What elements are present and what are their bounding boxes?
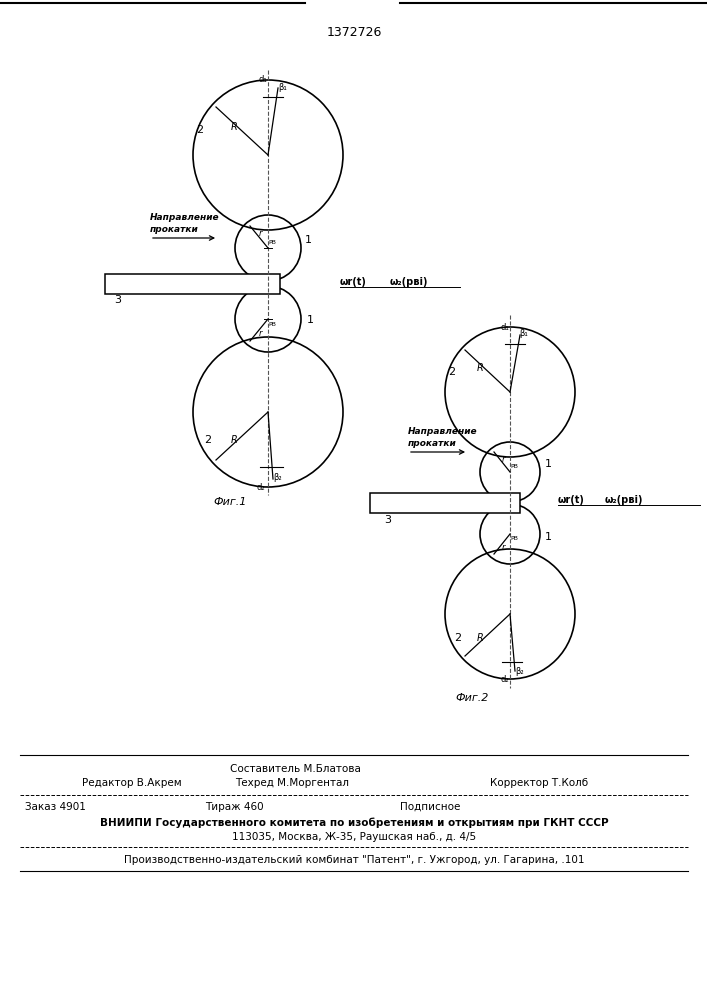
Text: r: r (501, 454, 505, 464)
Text: РВ: РВ (268, 322, 276, 328)
Text: ω₂(рвi): ω₂(рвi) (390, 277, 428, 287)
Text: Направление: Направление (150, 214, 220, 223)
Text: β₂: β₂ (515, 668, 525, 676)
Text: Редактор В.Акрем: Редактор В.Акрем (82, 778, 182, 788)
Text: ωr(t): ωr(t) (340, 277, 367, 287)
Text: Направление: Направление (408, 428, 478, 436)
Text: Корректор Т.Колб: Корректор Т.Колб (490, 778, 588, 788)
Text: Заказ 4901: Заказ 4901 (25, 802, 86, 812)
Text: 1372726: 1372726 (327, 25, 382, 38)
Text: Техред М.Моргентал: Техред М.Моргентал (235, 778, 349, 788)
Text: Фиг.1: Фиг.1 (214, 497, 247, 507)
Text: Тираж 460: Тираж 460 (205, 802, 264, 812)
Text: 3: 3 (385, 515, 392, 525)
Text: 1: 1 (544, 459, 551, 469)
Text: прокатки: прокатки (150, 226, 199, 234)
Text: d₂: d₂ (257, 483, 265, 491)
Text: 2: 2 (455, 633, 462, 643)
Text: R: R (477, 633, 484, 643)
Text: d₁: d₁ (259, 75, 267, 84)
Text: 1: 1 (544, 532, 551, 542)
Text: 2: 2 (197, 125, 204, 135)
Text: R: R (230, 122, 238, 132)
Text: 1: 1 (307, 315, 313, 325)
Text: β₁: β₁ (279, 83, 287, 92)
Text: r: r (258, 330, 262, 338)
Text: РВ: РВ (510, 464, 518, 470)
Text: Фиг.2: Фиг.2 (455, 693, 489, 703)
Text: d₂: d₂ (501, 674, 509, 684)
Text: r: r (501, 542, 505, 552)
Text: d₁: d₁ (501, 322, 509, 332)
Text: Подписное: Подписное (400, 802, 460, 812)
Text: r: r (258, 229, 262, 237)
Text: Составитель М.Блатова: Составитель М.Блатова (230, 764, 361, 774)
Bar (105, 274, 280, 294)
Text: β₁: β₁ (520, 330, 528, 338)
Bar (370, 493, 520, 513)
Text: R: R (477, 363, 484, 373)
Text: 2: 2 (448, 367, 455, 377)
Text: ωr(t): ωr(t) (558, 495, 585, 505)
Text: ω₂(рвi): ω₂(рвi) (605, 495, 643, 505)
Text: 113035, Москва, Ж-35, Раушская наб., д. 4/5: 113035, Москва, Ж-35, Раушская наб., д. … (232, 832, 476, 842)
Text: 1: 1 (305, 235, 312, 245)
Text: 3: 3 (115, 295, 122, 305)
Text: R: R (230, 435, 238, 445)
Text: Производственно-издательский комбинат "Патент", г. Ужгород, ул. Гагарина, .101: Производственно-издательский комбинат "П… (124, 855, 584, 865)
Text: прокатки: прокатки (408, 440, 457, 448)
Text: РВ: РВ (268, 239, 276, 244)
Text: РВ: РВ (510, 536, 518, 542)
Text: β₂: β₂ (274, 473, 282, 482)
Text: ВНИИПИ Государственного комитета по изобретениям и открытиям при ГКНТ СССР: ВНИИПИ Государственного комитета по изоб… (100, 818, 608, 828)
Text: 2: 2 (204, 435, 211, 445)
